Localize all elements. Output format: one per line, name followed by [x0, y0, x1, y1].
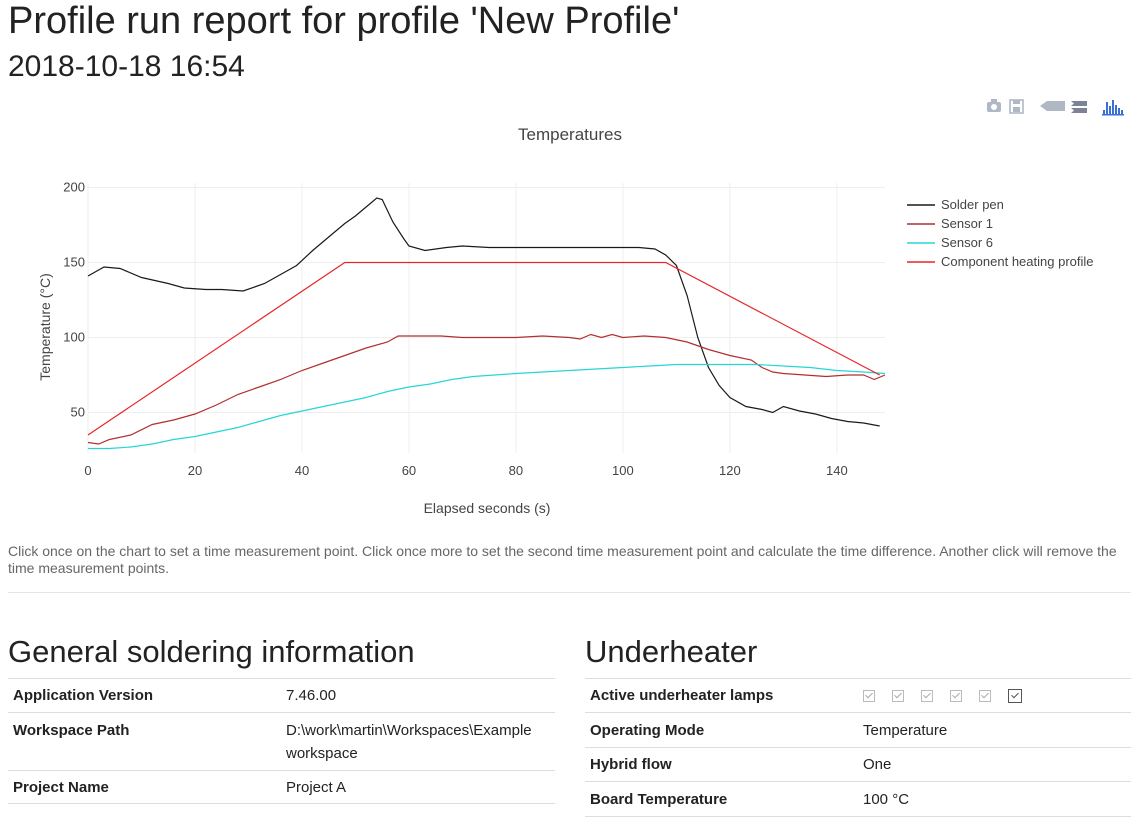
- chart-legend: Solder pen Sensor 1 Sensor 6 Component heat…: [907, 197, 1094, 269]
- lamp-checkbox[interactable]: [892, 690, 904, 703]
- row-value: One: [858, 747, 1131, 782]
- underheater-title: Underheater: [585, 634, 758, 669]
- legend-entry[interactable]: Sensor 6: [941, 235, 993, 250]
- page-subtitle: 2018-10-18 16:54: [8, 50, 245, 83]
- row-value: 7.46.00: [281, 678, 555, 713]
- hover-compare-icon[interactable]: [1071, 101, 1087, 113]
- row-value: 100 °C: [858, 781, 1131, 817]
- legend-entry[interactable]: Component heating profile: [941, 254, 1094, 269]
- row-key: Workspace Path: [8, 712, 281, 771]
- series-line-1[interactable]: [87, 333, 886, 445]
- section-divider: [8, 592, 1131, 593]
- lamp-checkbox[interactable]: [863, 690, 875, 703]
- legend-entry[interactable]: Sensor 1: [941, 216, 993, 231]
- plotly-logo-icon[interactable]: [1102, 100, 1124, 116]
- x-tick-label: 120: [719, 463, 741, 478]
- chart-help-text: Click once on the chart to set a time me…: [8, 543, 1117, 576]
- x-tick-label: 140: [826, 463, 848, 478]
- camera-icon[interactable]: [987, 99, 1001, 112]
- table-row: Board Temperature 100 °C: [585, 781, 1131, 817]
- row-key: Project Name: [8, 770, 281, 804]
- x-tick-label: 60: [402, 463, 416, 478]
- table-row: Hybrid flow One: [585, 747, 1131, 782]
- row-key: Hybrid flow: [585, 747, 858, 782]
- lamp-checkboxes: [858, 678, 1131, 713]
- table-row: Project Name Project A: [8, 770, 555, 804]
- table-row: Application Version 7.46.00: [8, 678, 555, 713]
- x-axis-label: Elapsed seconds (s): [424, 500, 551, 516]
- y-axis-label: Temperature (°C): [37, 273, 53, 381]
- table-row: Workspace Path D:\work\martin\Workspaces…: [8, 712, 555, 771]
- legend-entry[interactable]: Solder pen: [941, 197, 1004, 212]
- general-info-title: General soldering information: [8, 634, 415, 669]
- general-info-table: Application Version 7.46.00 Workspace Pa…: [8, 678, 555, 804]
- underheater-table: Active underheater lamps Operating Mode …: [585, 678, 1131, 817]
- row-value: D:\work\martin\Workspaces\Example worksp…: [281, 712, 555, 771]
- series-line-2[interactable]: [88, 363, 886, 450]
- x-tick-label: 40: [295, 463, 309, 478]
- save-icon[interactable]: [1009, 99, 1024, 114]
- x-tick-label: 20: [188, 463, 202, 478]
- row-key: Application Version: [8, 678, 281, 713]
- row-value: Temperature: [858, 712, 1131, 748]
- hover-closest-icon[interactable]: [1040, 101, 1065, 111]
- row-value: Project A: [281, 770, 555, 804]
- y-tick-label: 150: [63, 255, 85, 270]
- lamp-checkbox[interactable]: [950, 690, 962, 703]
- x-tick-label: 100: [612, 463, 634, 478]
- x-tick-label: 0: [84, 463, 91, 478]
- y-tick-label: 200: [63, 180, 85, 195]
- y-tick-label: 100: [63, 330, 85, 345]
- x-tick-label: 80: [509, 463, 523, 478]
- chart-title: Temperatures: [518, 125, 622, 144]
- lamp-checkbox[interactable]: [979, 690, 991, 703]
- page-title: Profile run report for profile 'New Prof…: [8, 0, 680, 42]
- chart-modebar: [985, 96, 1135, 118]
- lamp-checkbox[interactable]: [1008, 689, 1022, 704]
- row-key: Operating Mode: [585, 712, 858, 748]
- y-tick-label: 50: [71, 405, 85, 420]
- series-line-0[interactable]: [87, 197, 880, 427]
- table-row: Active underheater lamps: [585, 678, 1131, 713]
- series-line-3[interactable]: [87, 261, 880, 436]
- row-key: Board Temperature: [585, 781, 858, 817]
- temperature-chart[interactable]: Temperatures 0 20 40 60 80 100 120 140 50 100 150 2…: [0, 118, 1141, 528]
- lamp-checkbox[interactable]: [921, 690, 933, 703]
- table-row: Operating Mode Temperature: [585, 712, 1131, 748]
- row-key: Active underheater lamps: [585, 678, 858, 713]
